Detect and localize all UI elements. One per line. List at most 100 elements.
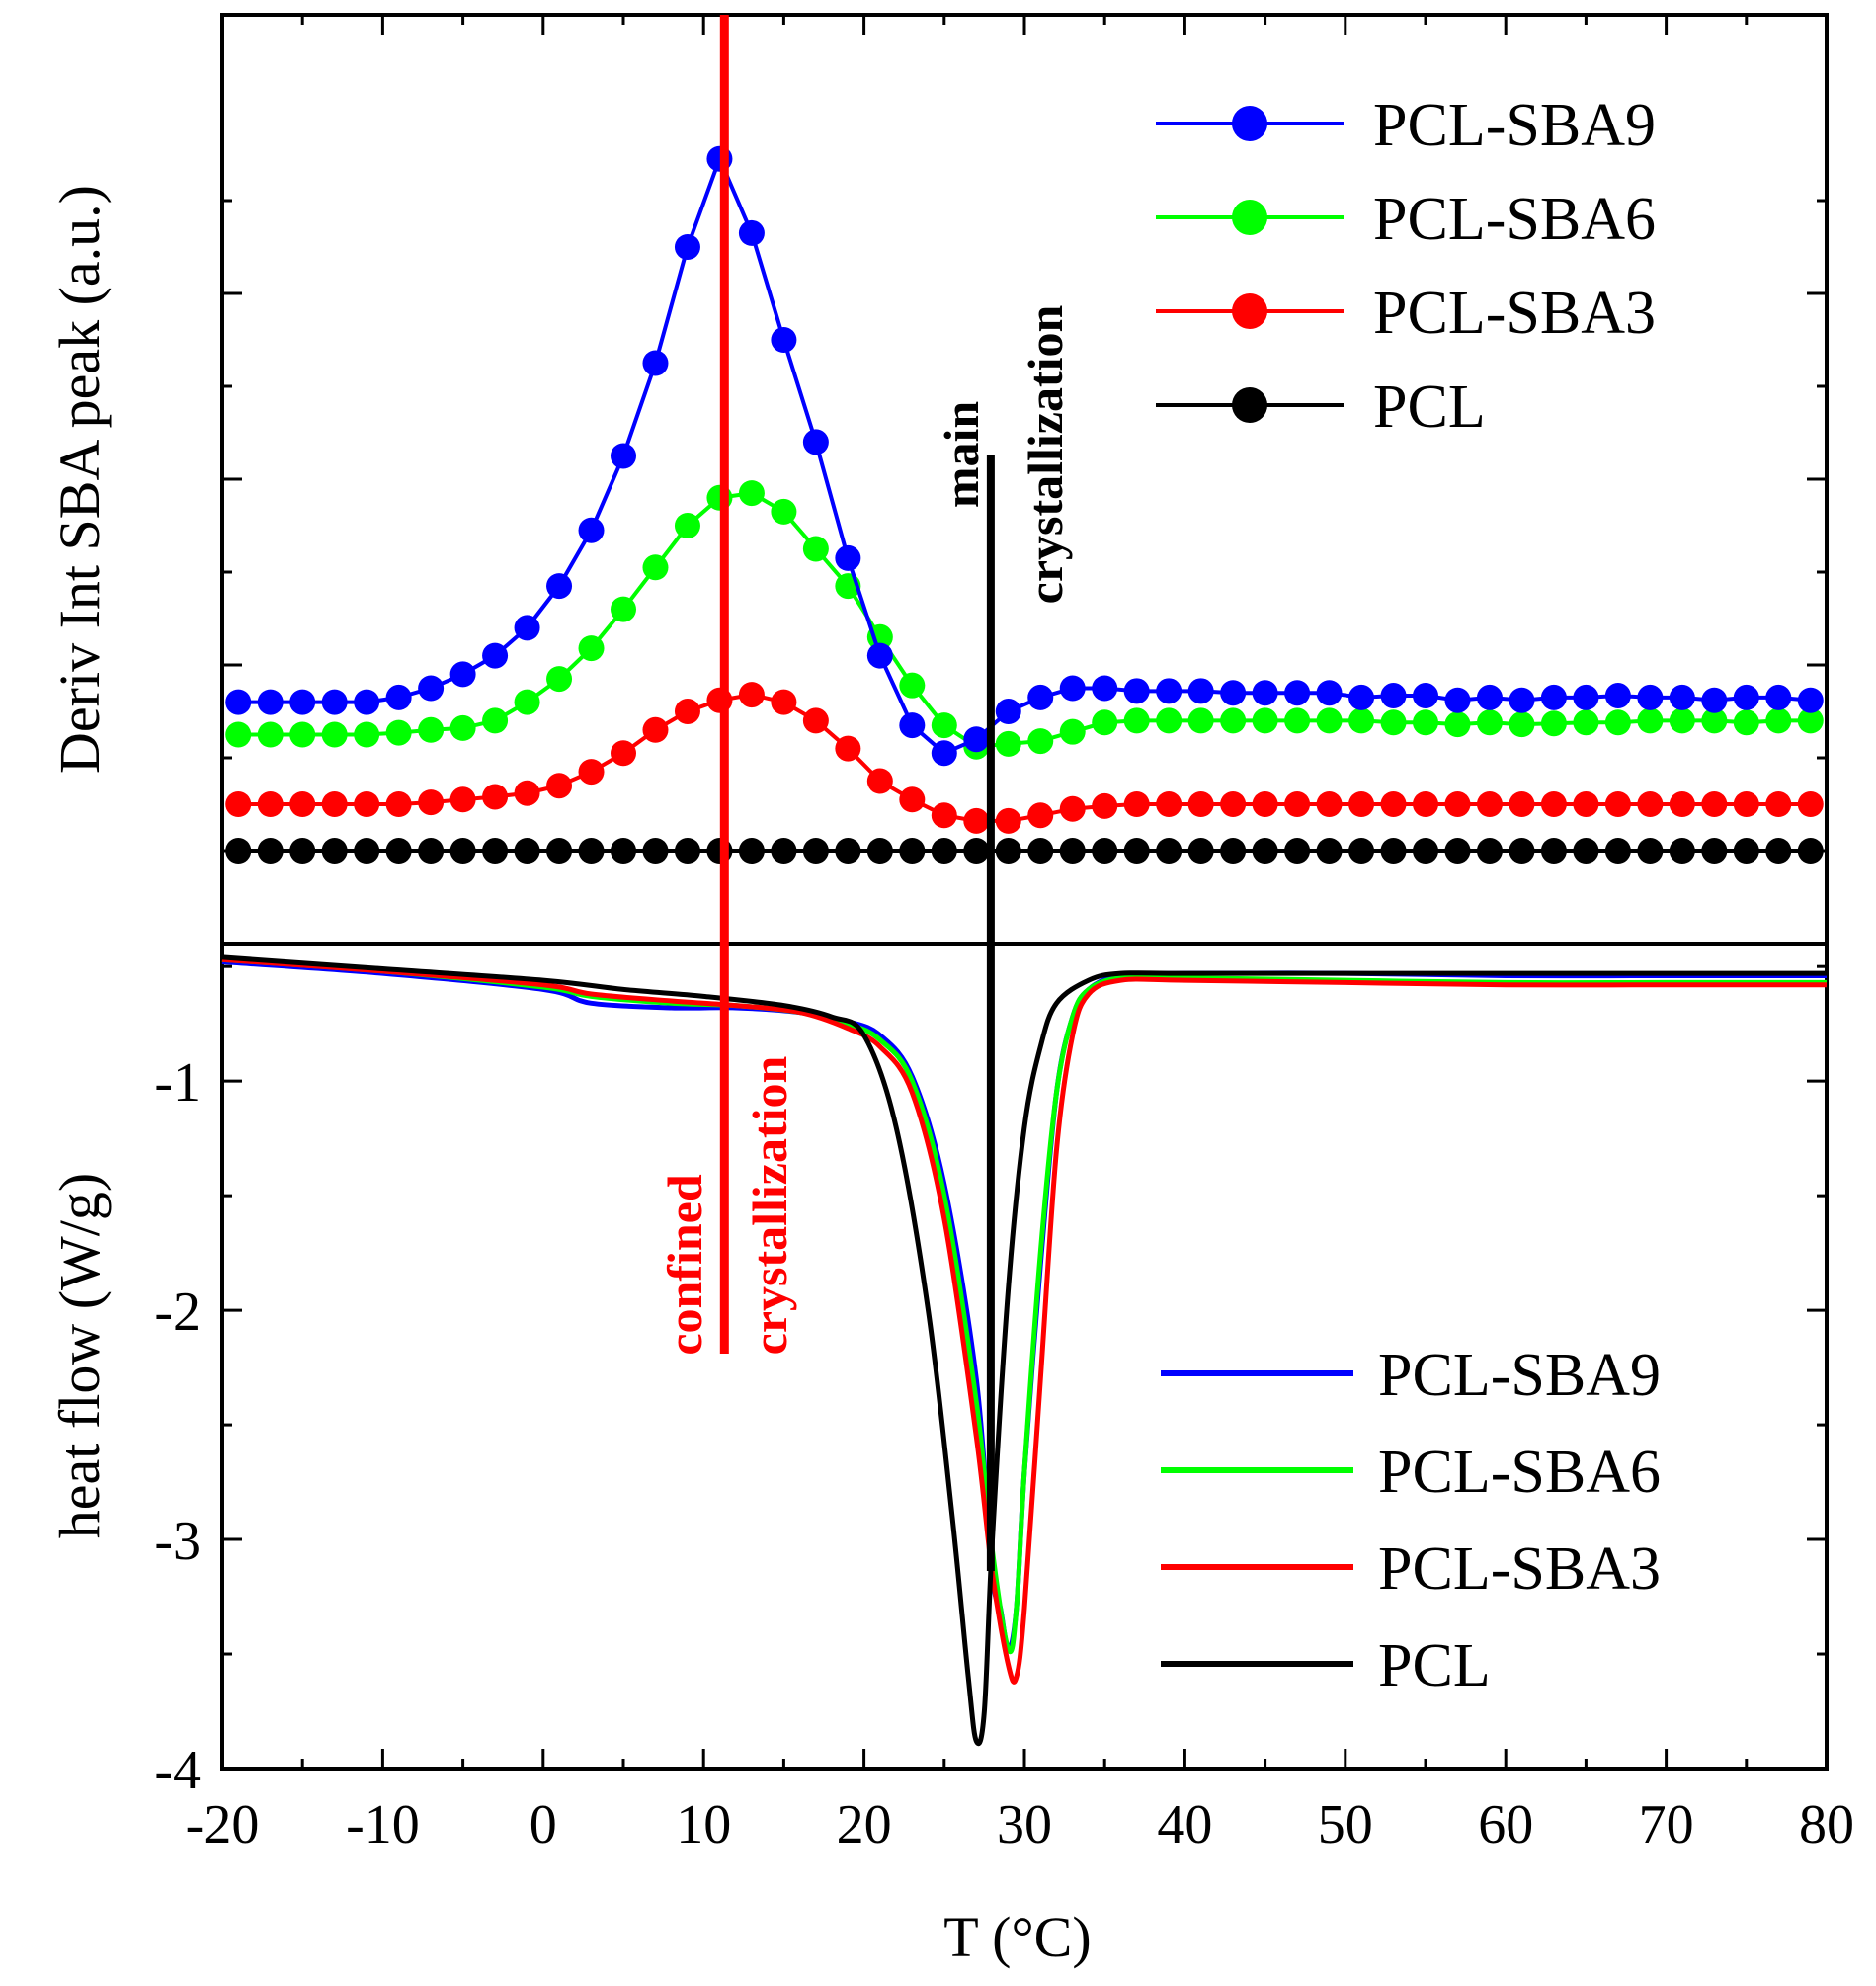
data-point-pcl-sba6 bbox=[995, 730, 1021, 757]
data-point-pcl bbox=[1380, 838, 1407, 864]
y-tick-label: -4 bbox=[154, 1740, 201, 1801]
data-point-pcl-sba6 bbox=[931, 712, 957, 739]
heatflow-line-pcl-sba3 bbox=[221, 956, 1827, 1685]
data-point-pcl-sba6 bbox=[1413, 709, 1438, 736]
x-tick-label: 70 bbox=[1639, 1794, 1694, 1856]
data-point-pcl-sba9 bbox=[354, 689, 380, 715]
data-point-pcl bbox=[354, 838, 380, 864]
data-point-pcl bbox=[449, 838, 476, 864]
data-point-pcl-sba3 bbox=[1444, 791, 1471, 817]
data-point-pcl-sba3 bbox=[1092, 792, 1118, 819]
data-point-pcl-sba6 bbox=[289, 721, 316, 748]
data-point-pcl bbox=[1540, 838, 1567, 864]
data-point-pcl-sba6 bbox=[1123, 707, 1150, 734]
x-tick-label: -10 bbox=[346, 1794, 420, 1856]
data-point-pcl-sba9 bbox=[611, 443, 636, 469]
data-point-pcl-sba9 bbox=[995, 699, 1021, 724]
data-point-pcl-sba3 bbox=[1765, 791, 1792, 817]
data-point-pcl-sba9 bbox=[385, 684, 412, 710]
data-point-pcl-sba6 bbox=[1444, 711, 1471, 738]
legend-marker bbox=[1232, 293, 1267, 329]
data-point-pcl-sba3 bbox=[835, 735, 861, 762]
top-panel-series bbox=[225, 145, 1824, 864]
data-point-pcl bbox=[1284, 838, 1311, 864]
data-point-pcl-sba9 bbox=[482, 642, 509, 669]
data-point-pcl bbox=[546, 838, 573, 864]
data-point-pcl-sba6 bbox=[1348, 707, 1375, 734]
data-point-pcl bbox=[802, 838, 829, 864]
data-point-pcl bbox=[866, 838, 893, 864]
legend-label: PCL-SBA6 bbox=[1373, 186, 1656, 253]
data-point-pcl-sba3 bbox=[514, 780, 540, 806]
legend-label: PCL-SBA3 bbox=[1373, 280, 1656, 347]
data-point-pcl-sba6 bbox=[1701, 707, 1728, 734]
data-point-pcl-sba6 bbox=[674, 513, 700, 538]
data-point-pcl bbox=[963, 838, 990, 864]
data-point-pcl bbox=[1348, 838, 1375, 864]
data-point-pcl-sba6 bbox=[449, 714, 476, 741]
data-point-pcl-sba3 bbox=[931, 802, 957, 829]
x-tick-label: 20 bbox=[837, 1794, 892, 1856]
data-point-pcl-sba6 bbox=[257, 721, 284, 748]
data-point-pcl-sba3 bbox=[354, 791, 380, 817]
data-point-pcl-sba3 bbox=[1701, 791, 1728, 817]
data-point-pcl-sba9 bbox=[802, 429, 829, 455]
data-point-pcl-sba9 bbox=[771, 327, 797, 353]
data-point-pcl-sba9 bbox=[1604, 683, 1631, 709]
data-point-pcl bbox=[1797, 838, 1824, 864]
data-point-pcl-sba9 bbox=[1733, 684, 1759, 710]
data-point-pcl-sba9 bbox=[642, 350, 669, 376]
x-tick-label: 60 bbox=[1478, 1794, 1533, 1856]
data-point-pcl bbox=[1669, 838, 1695, 864]
x-tick-label: -20 bbox=[186, 1794, 260, 1856]
data-point-pcl-sba3 bbox=[1027, 802, 1054, 829]
data-point-pcl-sba3 bbox=[1637, 791, 1664, 817]
data-point-pcl-sba6 bbox=[546, 666, 573, 693]
data-point-pcl-sba9 bbox=[449, 661, 476, 688]
data-point-pcl-sba6 bbox=[1573, 709, 1599, 736]
data-point-pcl-sba6 bbox=[738, 480, 765, 507]
data-point-pcl bbox=[995, 838, 1021, 864]
data-point-pcl-sba9 bbox=[899, 712, 926, 739]
data-point-pcl-sba6 bbox=[225, 721, 252, 748]
data-point-pcl-sba6 bbox=[354, 721, 380, 748]
legends: PCL-SBA9 PCL-SBA6 PCL-SBA3 PCL PCL-SBA9 PCL-S… bbox=[1156, 92, 1661, 1699]
data-point-pcl-sba6 bbox=[1187, 707, 1214, 734]
bottom-panel-series bbox=[221, 954, 1827, 1747]
data-point-pcl-sba9 bbox=[1701, 687, 1728, 713]
data-point-pcl bbox=[578, 838, 605, 864]
data-point-pcl bbox=[1252, 838, 1278, 864]
data-point-pcl bbox=[611, 838, 636, 864]
main-label-line2: crystallization bbox=[1018, 304, 1073, 604]
data-point-pcl-sba6 bbox=[1156, 707, 1183, 734]
legend-label: PCL-SBA3 bbox=[1378, 1535, 1661, 1603]
data-point-pcl-sba3 bbox=[1348, 791, 1375, 817]
heatflow-line-pcl bbox=[221, 954, 1827, 1747]
data-point-pcl-sba6 bbox=[1509, 711, 1535, 738]
data-point-pcl-sba3 bbox=[963, 807, 990, 834]
data-point-pcl-sba3 bbox=[1252, 791, 1278, 817]
data-point-pcl bbox=[385, 838, 412, 864]
data-point-pcl-sba3 bbox=[482, 784, 509, 810]
y-tick-label: -3 bbox=[154, 1511, 201, 1572]
data-point-pcl-sba9 bbox=[866, 642, 893, 669]
data-point-pcl-sba9 bbox=[1444, 687, 1471, 713]
data-point-pcl-sba6 bbox=[771, 498, 797, 525]
data-point-pcl-sba9 bbox=[1797, 687, 1824, 713]
data-point-pcl-sba6 bbox=[1092, 709, 1118, 736]
data-point-pcl-sba9 bbox=[1252, 680, 1278, 706]
data-point-pcl-sba9 bbox=[1476, 684, 1503, 710]
data-point-pcl-sba6 bbox=[1220, 707, 1247, 734]
data-point-pcl-sba3 bbox=[1156, 791, 1183, 817]
data-point-pcl-sba3 bbox=[1220, 791, 1247, 817]
data-point-pcl-sba9 bbox=[578, 517, 605, 543]
data-point-pcl-sba9 bbox=[1348, 684, 1375, 710]
data-point-pcl-sba9 bbox=[546, 573, 573, 600]
legend-label: PCL-SBA9 bbox=[1373, 92, 1656, 159]
data-point-pcl-sba3 bbox=[674, 699, 700, 724]
top-y-axis-title: Deriv Int SBA peak (a.u.) bbox=[47, 185, 112, 774]
data-point-pcl-sba3 bbox=[1573, 791, 1599, 817]
data-point-pcl bbox=[674, 838, 700, 864]
y-tick-label: -2 bbox=[154, 1282, 201, 1343]
